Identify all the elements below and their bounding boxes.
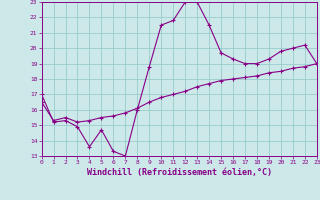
X-axis label: Windchill (Refroidissement éolien,°C): Windchill (Refroidissement éolien,°C) (87, 168, 272, 177)
